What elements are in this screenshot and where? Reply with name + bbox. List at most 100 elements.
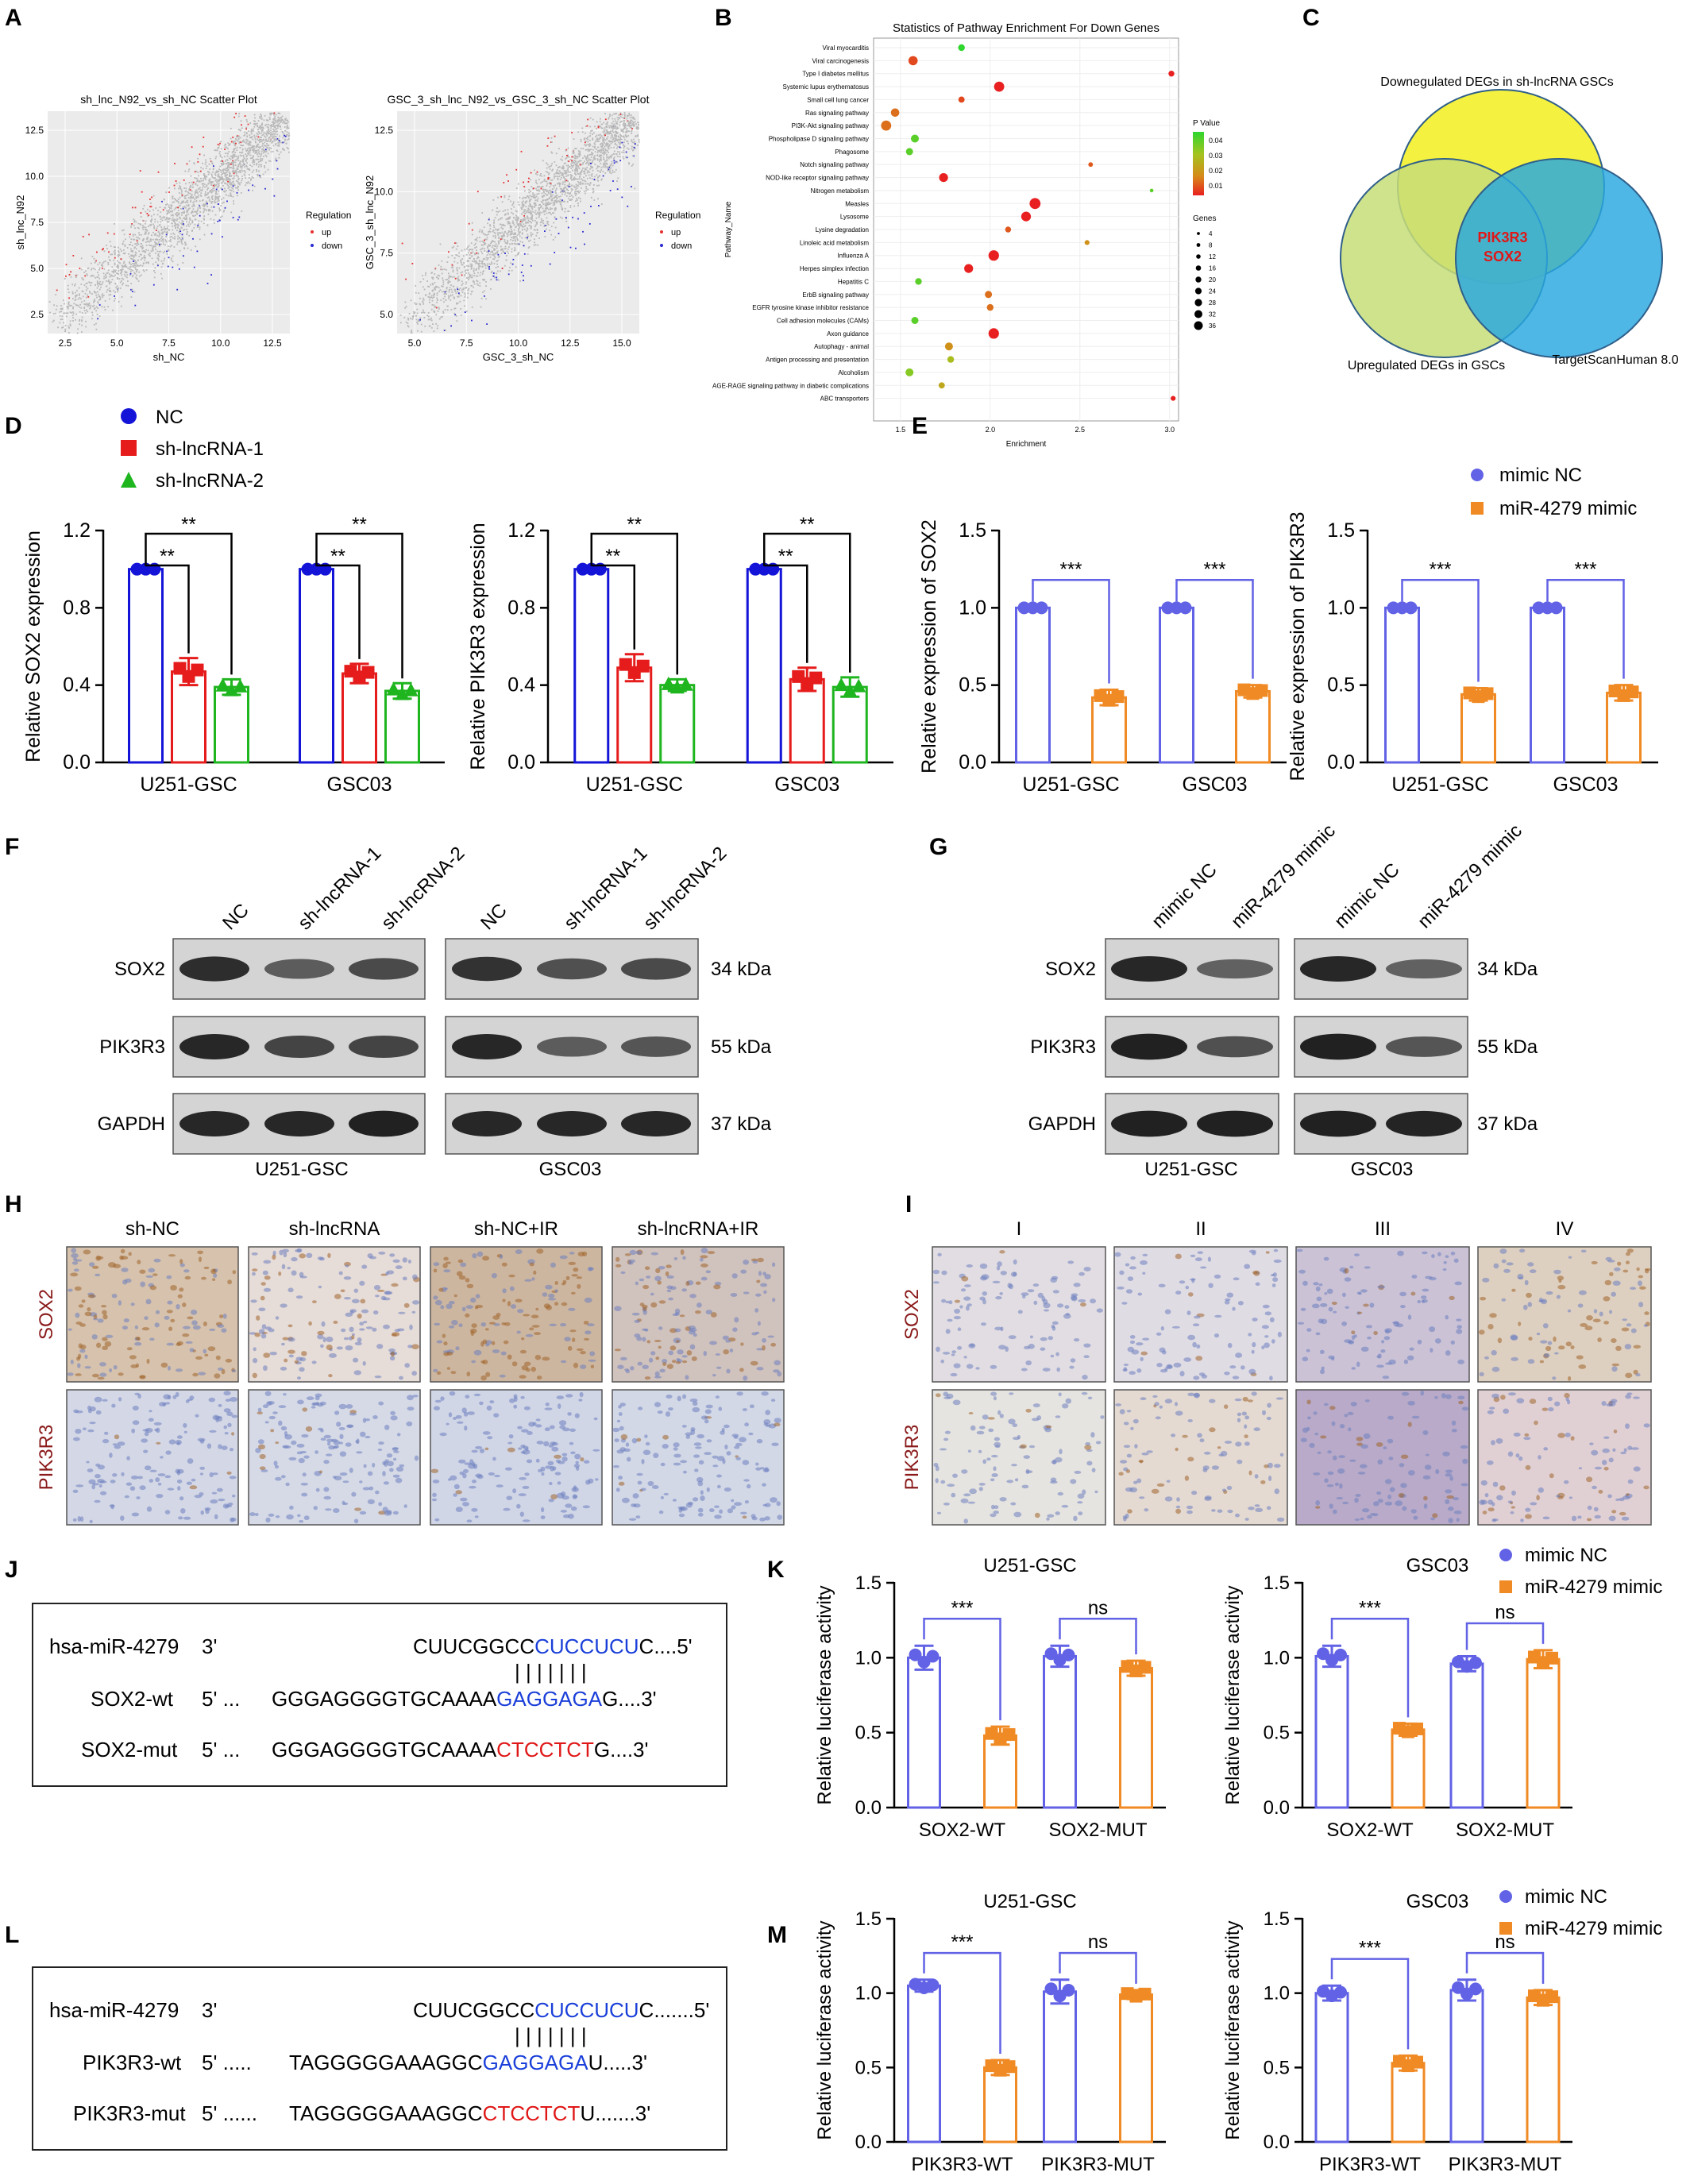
data-point bbox=[567, 156, 569, 158]
data-point bbox=[475, 262, 477, 264]
data-point bbox=[619, 146, 621, 149]
data-point bbox=[93, 301, 95, 303]
data-point bbox=[164, 227, 166, 230]
data-point bbox=[567, 160, 569, 162]
data-point bbox=[471, 265, 473, 267]
data-point bbox=[237, 183, 240, 185]
data-point bbox=[133, 238, 134, 241]
data-point bbox=[516, 237, 519, 239]
data-point bbox=[477, 257, 480, 259]
data-point bbox=[119, 248, 122, 250]
data-point bbox=[569, 177, 572, 179]
data-point bbox=[501, 238, 504, 240]
data-point bbox=[565, 173, 567, 175]
data-point bbox=[523, 200, 524, 203]
data-point bbox=[610, 156, 612, 159]
data-point bbox=[577, 178, 579, 180]
data-point bbox=[261, 160, 263, 162]
data-point bbox=[602, 141, 604, 143]
data-point bbox=[623, 157, 625, 160]
data-point bbox=[210, 218, 212, 220]
data-point bbox=[523, 214, 525, 217]
data-point bbox=[441, 272, 443, 275]
data-point bbox=[552, 168, 554, 171]
data-point bbox=[607, 122, 608, 124]
data-point bbox=[442, 279, 444, 281]
enrichment-point bbox=[905, 368, 914, 376]
data-point bbox=[633, 141, 635, 144]
data-point bbox=[524, 209, 527, 211]
data-point bbox=[233, 141, 234, 144]
data-point bbox=[224, 146, 226, 149]
data-point bbox=[252, 156, 254, 158]
data-point bbox=[259, 156, 261, 158]
data-point bbox=[556, 169, 558, 171]
data-point bbox=[527, 235, 529, 237]
data-point bbox=[627, 205, 629, 207]
pathway-label: EGFR tyrosine kinase inhibitor resistanc… bbox=[752, 304, 869, 311]
data-point bbox=[575, 183, 577, 186]
data-point bbox=[233, 154, 236, 156]
data-point bbox=[529, 203, 531, 205]
data-point bbox=[577, 181, 579, 183]
data-point bbox=[611, 141, 612, 142]
data-point bbox=[278, 144, 280, 145]
data-point bbox=[522, 198, 523, 199]
y-tick-label: 2.5 bbox=[30, 309, 44, 320]
data-point bbox=[487, 247, 488, 249]
data-point bbox=[518, 233, 520, 235]
data-point bbox=[155, 230, 157, 231]
data-point bbox=[581, 169, 583, 172]
data-point bbox=[532, 194, 534, 196]
data-point bbox=[577, 171, 578, 173]
data-point bbox=[96, 296, 98, 299]
data-point bbox=[524, 237, 527, 239]
data-point bbox=[519, 224, 521, 226]
data-point bbox=[627, 120, 629, 122]
data-point bbox=[260, 160, 261, 161]
data-point bbox=[496, 260, 499, 262]
data-point bbox=[623, 120, 625, 122]
data-point bbox=[165, 228, 168, 230]
data-point bbox=[559, 216, 561, 218]
x-tick-label: 2.0 bbox=[986, 426, 996, 434]
data-point bbox=[493, 231, 496, 233]
data-point bbox=[544, 199, 546, 201]
data-point bbox=[585, 132, 586, 134]
data-point bbox=[622, 129, 624, 131]
data-point bbox=[173, 208, 176, 210]
data-point bbox=[182, 238, 183, 241]
data-point bbox=[187, 209, 189, 211]
data-point bbox=[522, 206, 524, 208]
data-point bbox=[266, 125, 268, 128]
venn-gene: SOX2 bbox=[1484, 249, 1522, 264]
data-point bbox=[192, 196, 195, 199]
data-point bbox=[96, 282, 98, 284]
data-point bbox=[168, 204, 170, 206]
data-point bbox=[65, 264, 68, 266]
data-point bbox=[496, 276, 498, 279]
data-point bbox=[165, 236, 168, 237]
data-point bbox=[603, 153, 605, 156]
data-point bbox=[435, 322, 437, 325]
data-point bbox=[573, 176, 576, 179]
data-point bbox=[592, 149, 594, 151]
data-point bbox=[532, 195, 534, 198]
x-tick-label: 12.5 bbox=[263, 338, 282, 349]
data-point bbox=[623, 125, 625, 127]
x-tick-label: GSC03 bbox=[327, 774, 392, 796]
data-point bbox=[167, 232, 168, 234]
data-point bbox=[241, 145, 243, 147]
data-point bbox=[249, 134, 251, 136]
data-point bbox=[431, 283, 434, 284]
data-point bbox=[182, 207, 184, 210]
data-point bbox=[130, 268, 132, 271]
data-point bbox=[189, 192, 191, 195]
data-point bbox=[199, 189, 202, 191]
data-point bbox=[609, 131, 612, 133]
data-point bbox=[507, 222, 510, 223]
data-point bbox=[164, 206, 166, 209]
data-point bbox=[249, 164, 251, 166]
